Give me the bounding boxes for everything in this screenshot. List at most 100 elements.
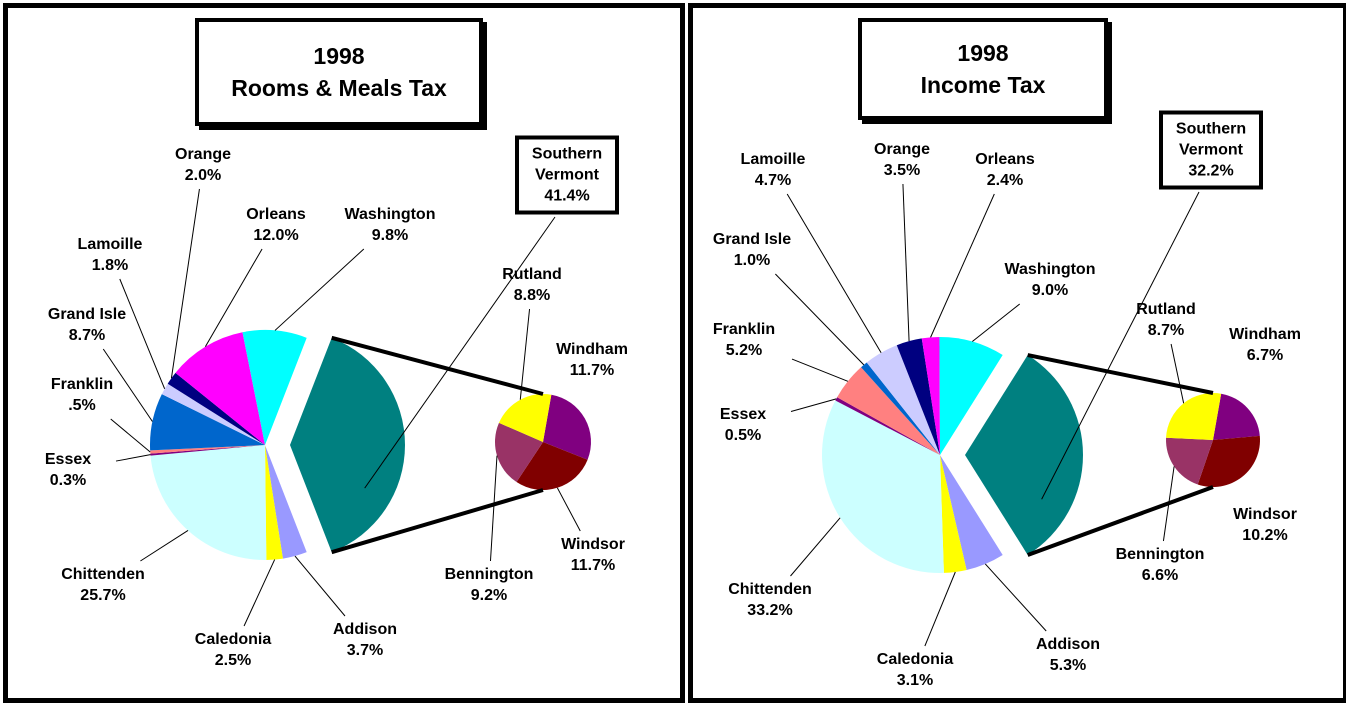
pie-slice <box>150 445 267 560</box>
data-label: Addison 3.7% <box>333 619 397 661</box>
value-label: 41.4% <box>544 187 590 205</box>
category-label: Grand Isle <box>47 306 127 323</box>
category-label: Lamoille <box>740 151 806 168</box>
pie-slice <box>290 337 405 553</box>
data-label: Essex 0.3% <box>45 449 91 491</box>
leader-line <box>790 398 837 413</box>
chart-subtitle: Rooms & Meals Tax <box>231 75 447 101</box>
connector-line <box>331 488 544 555</box>
data-label: Washington 9.8% <box>345 204 436 246</box>
value-label: 10.2% <box>1242 527 1288 544</box>
panel <box>3 3 685 703</box>
data-label: Bennington 6.6% <box>1116 544 1205 586</box>
value-label: 3.5% <box>883 162 921 179</box>
pie-slice <box>835 397 940 455</box>
value-label: 9.0% <box>1031 282 1069 299</box>
value-label: 9.8% <box>371 227 409 244</box>
pie-slice <box>1197 435 1260 487</box>
pie-slice <box>965 355 1084 555</box>
data-label: Lamoille 4.7% <box>741 149 806 191</box>
data-label: Orange 3.5% <box>874 139 930 181</box>
data-label: Caledonia 2.5% <box>195 629 271 671</box>
leader-line <box>775 273 865 366</box>
value-label: 5.2% <box>725 342 763 359</box>
value-label: 0.3% <box>49 472 87 489</box>
leader-line <box>294 555 346 617</box>
data-label: Caledonia 3.1% <box>877 649 953 691</box>
title-box: 1998 Income Tax <box>858 18 1108 120</box>
category-label: Rutland <box>1136 301 1196 318</box>
pie-slice <box>265 445 283 560</box>
category-label: Chittenden <box>61 566 145 583</box>
value-label: 32.2% <box>1188 162 1234 180</box>
data-label: Rutland 8.7% <box>1136 299 1196 341</box>
data-label: Franklin .5% <box>51 374 113 416</box>
chart-title: 1998 <box>313 43 365 69</box>
data-label: Windsor 10.2% <box>1233 504 1297 546</box>
leader-line <box>924 571 956 647</box>
value-label: 11.7% <box>570 557 616 574</box>
data-label: Chittenden 25.7% <box>61 564 145 606</box>
data-label: Rutland 8.8% <box>502 264 562 306</box>
data-label: Grand Isle 8.7% <box>48 304 126 346</box>
data-label: Windham 11.7% <box>556 339 628 381</box>
value-label: .5% <box>68 397 96 414</box>
category-label: Windham <box>556 341 628 358</box>
pie-slice <box>516 442 588 491</box>
data-label: Grand Isle 1.0% <box>713 229 791 271</box>
pie-slice <box>940 455 1003 570</box>
pie-slice <box>822 400 944 573</box>
category-label: Franklin <box>712 321 776 338</box>
category-label: Washington <box>344 206 436 223</box>
chart-subtitle: Income Tax <box>920 72 1046 98</box>
leader-line <box>170 188 200 379</box>
category-label: Essex <box>44 451 92 468</box>
pie-slice <box>861 362 940 455</box>
category-label: Chittenden <box>728 581 812 598</box>
pie-slice <box>1166 437 1213 485</box>
leader-line <box>274 248 365 331</box>
value-label: 3.1% <box>896 672 934 689</box>
leader-line <box>519 308 531 400</box>
leader-line <box>790 517 841 577</box>
pie-slice <box>161 383 265 445</box>
category-label: Orleans <box>975 151 1035 168</box>
data-label: Orleans 2.4% <box>975 149 1035 191</box>
category-label: Washington <box>1004 261 1096 278</box>
category-label: Caledonia <box>876 651 954 668</box>
leader-line <box>364 216 556 489</box>
pie-slice <box>921 337 940 455</box>
pie-slice <box>1213 393 1260 440</box>
leader-line <box>1162 466 1175 542</box>
category-label: Orleans <box>246 206 306 223</box>
value-label: 3.7% <box>346 642 384 659</box>
value-label: 33.2% <box>747 602 793 619</box>
data-label: Orange 2.0% <box>175 144 231 186</box>
pie-slice <box>242 330 307 445</box>
leader-line <box>489 455 498 562</box>
leader-line <box>110 418 151 453</box>
title-box: 1998 Rooms & Meals Tax <box>195 18 483 126</box>
category-label: Addison <box>1036 636 1100 653</box>
value-label: 2.0% <box>184 167 222 184</box>
data-label: Orleans 12.0% <box>246 204 306 246</box>
leader-line <box>930 193 995 338</box>
leader-line <box>786 193 882 354</box>
pie-slice <box>543 394 591 460</box>
category-label: Orange <box>174 146 232 163</box>
leader-line <box>972 303 1021 342</box>
category-label: Grand Isle <box>712 231 792 248</box>
category-label: Caledonia <box>194 631 272 648</box>
category-label: Bennington <box>1115 546 1205 563</box>
category-label: Windsor <box>561 536 625 553</box>
pie-slice <box>175 332 265 445</box>
leader-line <box>243 559 276 627</box>
category-label: Addison <box>333 621 397 638</box>
data-label: Chittenden 33.2% <box>728 579 812 621</box>
connector-line <box>1027 353 1214 395</box>
leader-line <box>204 248 263 347</box>
leader-line <box>902 183 910 342</box>
value-label: 0.5% <box>724 427 762 444</box>
